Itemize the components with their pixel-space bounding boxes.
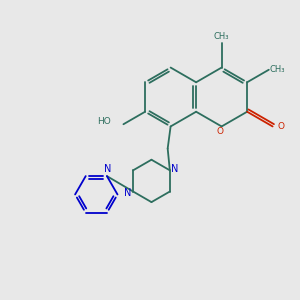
Text: N: N [124, 188, 131, 198]
Text: O: O [278, 122, 284, 131]
Text: O: O [217, 127, 224, 136]
Text: N: N [104, 164, 112, 174]
Text: HO: HO [97, 117, 111, 126]
Text: CH₃: CH₃ [214, 32, 230, 40]
Text: CH₃: CH₃ [269, 65, 285, 74]
Text: N: N [171, 164, 179, 174]
